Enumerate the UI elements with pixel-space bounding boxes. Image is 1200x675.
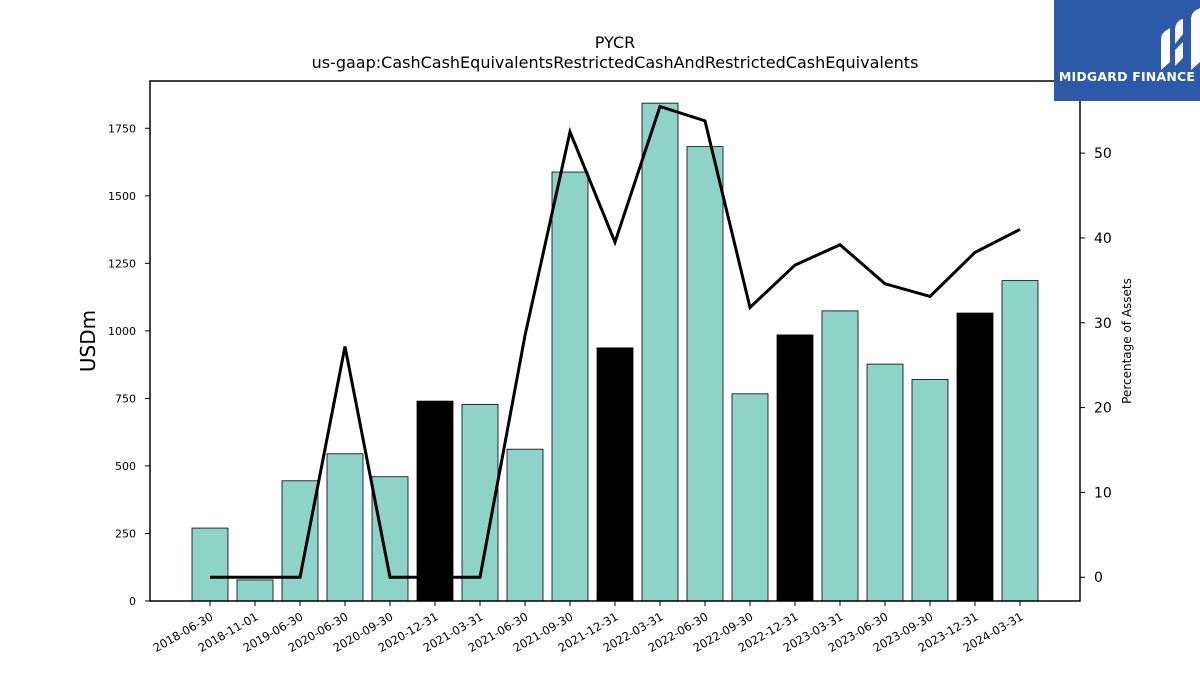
line-group [210, 104, 1021, 579]
y2-tick-label: 20 [1094, 401, 1112, 417]
bar-2023-12-31 [956, 312, 994, 602]
bar-2020-09-30 [371, 476, 409, 602]
bar-2021-03-31 [461, 403, 499, 602]
chart-title: PYCR [595, 33, 635, 52]
y2-tick-label: 0 [1094, 570, 1103, 586]
y2-tick-label: 50 [1094, 146, 1112, 162]
logo-mark-icon [1161, 8, 1200, 70]
y2-tick-label: 10 [1094, 485, 1112, 501]
midgard-finance-logo: MIDGARD FINANCE [1054, 0, 1200, 101]
y2-tick-label: 30 [1094, 316, 1112, 332]
bar-2018-06-30 [191, 527, 229, 602]
y-tick-label: 250 [115, 527, 136, 540]
logo-text: MIDGARD FINANCE [1058, 69, 1196, 84]
percentage-line [210, 104, 1021, 579]
bar-2020-06-30 [326, 453, 364, 602]
bar-2023-09-30 [911, 379, 949, 602]
y2-tick-label: 40 [1094, 231, 1112, 247]
bar-2021-09-30 [551, 171, 589, 602]
y-axis-label: USDm [76, 310, 100, 372]
bar-2019-06-30 [281, 480, 319, 602]
bar-2021-06-30 [506, 448, 544, 602]
bar-2023-03-31 [821, 310, 859, 602]
y-tick-label: 750 [115, 392, 136, 405]
bar-2022-09-30 [731, 393, 769, 602]
bar-2022-12-31 [776, 334, 814, 602]
bar-2022-06-30 [686, 146, 724, 602]
bar-2022-03-31 [641, 102, 679, 602]
y-tick-label: 500 [115, 460, 136, 473]
y-tick-label: 1750 [108, 122, 136, 135]
y2-axis-label: Percentage of Assets [1120, 278, 1134, 404]
y-tick-label: 1500 [108, 190, 136, 203]
bars-group [191, 102, 1039, 602]
y-tick-label: 1250 [108, 257, 136, 270]
chart-subtitle: us-gaap:CashCashEquivalentsRestrictedCas… [312, 53, 919, 72]
y-tick-label: 0 [129, 595, 136, 608]
bar-2024-03-31 [1001, 280, 1039, 602]
bar-2018-11-01 [236, 579, 274, 602]
bar-2021-12-31 [596, 347, 634, 602]
bar-2023-06-30 [866, 363, 904, 602]
bar-2020-12-31 [416, 400, 454, 602]
y-tick-label: 1000 [108, 325, 136, 338]
